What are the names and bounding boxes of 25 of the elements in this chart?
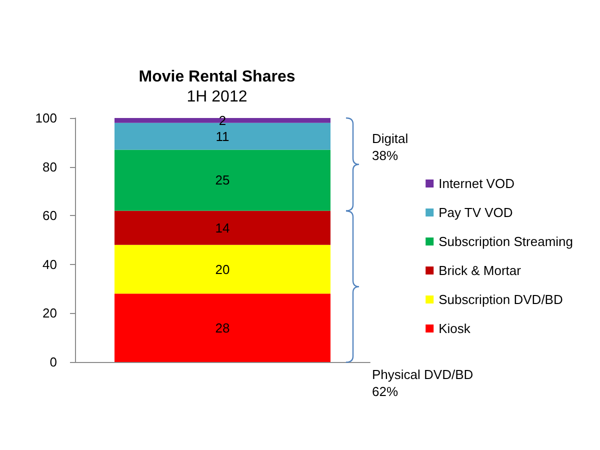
- data-label: 14: [215, 220, 230, 236]
- bar: [114, 210, 330, 245]
- y-tick-label: 0: [50, 354, 57, 370]
- legend-label: Subscription DVD/BD: [438, 292, 563, 307]
- text: Digital 38%: [372, 130, 408, 164]
- bar: [114, 244, 330, 294]
- chart-subtitle: 1H 2012: [186, 88, 248, 106]
- y-tick-label: 100: [35, 110, 57, 126]
- legend-label: Kiosk: [438, 321, 471, 336]
- legend-label: Brick & Mortar: [438, 263, 522, 278]
- bar: [114, 294, 330, 362]
- legend-label: Internet VOD: [438, 176, 514, 191]
- data-label: 11: [216, 128, 230, 144]
- bar: [114, 150, 330, 211]
- data-label: 20: [215, 262, 230, 277]
- chart-title: Movie Rental Shares: [138, 68, 296, 86]
- y-tick-label: 20: [42, 306, 57, 321]
- data-label: 25: [215, 172, 230, 188]
- y-tick-label: 60: [42, 208, 57, 224]
- legend-label: Pay TV VOD: [438, 205, 513, 220]
- y-tick-label: 80: [42, 159, 57, 174]
- text: Physical DVD/BD 62%: [372, 366, 474, 400]
- legend-label: Subscription Streaming: [438, 234, 574, 249]
- y-tick-label: 40: [42, 256, 57, 272]
- data-label: 28: [215, 320, 230, 336]
